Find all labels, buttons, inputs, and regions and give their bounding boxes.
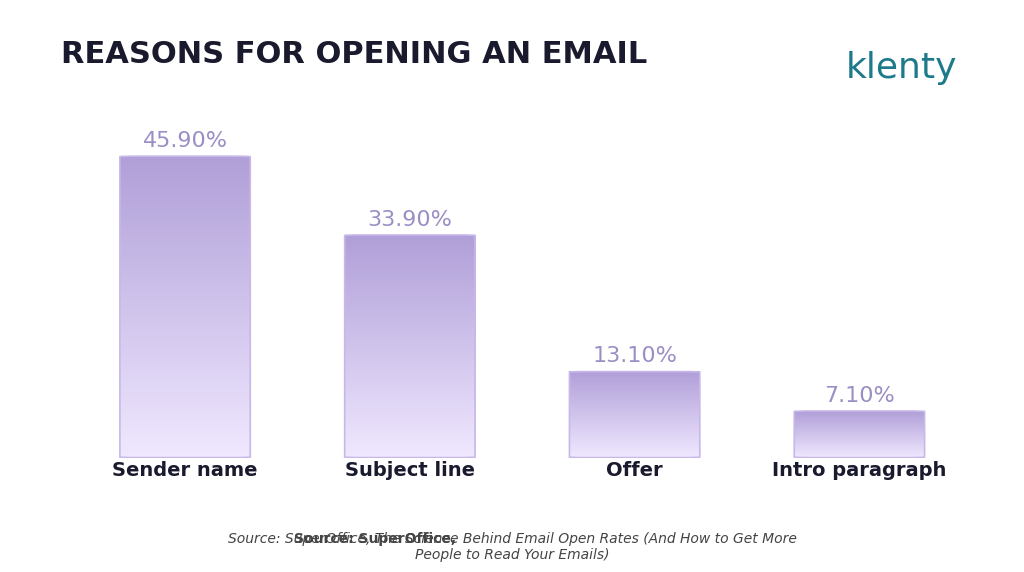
Text: Source: SuperOffice, The Science Behind Email Open Rates (And How to Get More
Pe: Source: SuperOffice, The Science Behind … <box>227 532 797 562</box>
Text: Subject line: Subject line <box>345 461 475 480</box>
Text: 13.10%: 13.10% <box>592 346 677 366</box>
Text: Source: SuperOffice,: Source: SuperOffice, <box>294 532 456 546</box>
Text: 7.10%: 7.10% <box>824 386 895 406</box>
Text: 33.90%: 33.90% <box>368 210 453 230</box>
Text: Sender name: Sender name <box>113 461 258 480</box>
Text: Intro paragraph: Intro paragraph <box>772 461 946 480</box>
Text: Offer: Offer <box>606 461 663 480</box>
Text: klenty: klenty <box>846 51 956 85</box>
Text: REASONS FOR OPENING AN EMAIL: REASONS FOR OPENING AN EMAIL <box>61 40 648 69</box>
Text: 45.90%: 45.90% <box>142 131 227 151</box>
